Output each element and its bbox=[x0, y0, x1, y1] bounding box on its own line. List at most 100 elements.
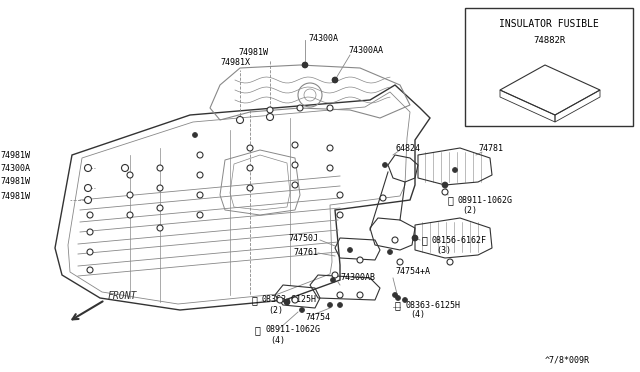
Text: 08911-1062G: 08911-1062G bbox=[458, 196, 513, 205]
Circle shape bbox=[266, 113, 273, 121]
Circle shape bbox=[396, 295, 401, 301]
Circle shape bbox=[328, 302, 333, 308]
Circle shape bbox=[87, 212, 93, 218]
Text: 74754+A: 74754+A bbox=[395, 267, 430, 276]
Circle shape bbox=[327, 145, 333, 151]
Circle shape bbox=[327, 105, 333, 111]
Circle shape bbox=[292, 142, 298, 148]
Text: 08911-1062G: 08911-1062G bbox=[265, 326, 320, 334]
Circle shape bbox=[357, 292, 363, 298]
Circle shape bbox=[380, 195, 386, 201]
Text: (2): (2) bbox=[268, 305, 283, 314]
Circle shape bbox=[357, 257, 363, 263]
Circle shape bbox=[84, 196, 92, 203]
Text: (4): (4) bbox=[270, 336, 285, 344]
Circle shape bbox=[86, 198, 90, 202]
Circle shape bbox=[403, 298, 408, 302]
Circle shape bbox=[302, 62, 308, 68]
Circle shape bbox=[337, 292, 343, 298]
Text: 74981X: 74981X bbox=[220, 58, 250, 67]
Circle shape bbox=[332, 77, 338, 83]
Text: 74750J: 74750J bbox=[288, 234, 318, 243]
Text: 08363-6125H: 08363-6125H bbox=[262, 295, 317, 305]
Text: Ⓢ: Ⓢ bbox=[395, 300, 401, 310]
Circle shape bbox=[387, 250, 392, 254]
Circle shape bbox=[87, 249, 93, 255]
Circle shape bbox=[348, 247, 353, 253]
Text: 08363-6125H: 08363-6125H bbox=[405, 301, 460, 310]
Text: 74981W: 74981W bbox=[238, 48, 268, 57]
Circle shape bbox=[413, 235, 417, 241]
Circle shape bbox=[277, 297, 283, 303]
Circle shape bbox=[292, 182, 298, 188]
Circle shape bbox=[303, 62, 307, 67]
Circle shape bbox=[442, 189, 448, 195]
Circle shape bbox=[285, 299, 289, 305]
Text: 74981W: 74981W bbox=[0, 192, 30, 201]
Text: 74300AB: 74300AB bbox=[340, 273, 375, 282]
Circle shape bbox=[442, 182, 448, 188]
Circle shape bbox=[297, 105, 303, 111]
Circle shape bbox=[87, 267, 93, 273]
Circle shape bbox=[383, 163, 387, 167]
Circle shape bbox=[122, 166, 127, 170]
Circle shape bbox=[397, 259, 403, 265]
Circle shape bbox=[127, 192, 133, 198]
Circle shape bbox=[292, 162, 298, 168]
Circle shape bbox=[392, 292, 397, 298]
Circle shape bbox=[84, 164, 92, 171]
Bar bbox=[465, 8, 633, 126]
Circle shape bbox=[300, 308, 305, 312]
Circle shape bbox=[247, 165, 253, 171]
Text: Ⓝ: Ⓝ bbox=[448, 195, 454, 205]
Text: Ⓝ: Ⓝ bbox=[255, 325, 261, 335]
Circle shape bbox=[247, 145, 253, 151]
Circle shape bbox=[197, 152, 203, 158]
Text: ^7/8*009R: ^7/8*009R bbox=[545, 356, 590, 365]
Circle shape bbox=[237, 116, 243, 124]
Text: 74981W: 74981W bbox=[0, 176, 30, 186]
Circle shape bbox=[193, 132, 198, 138]
Circle shape bbox=[267, 107, 273, 113]
Text: (2): (2) bbox=[462, 205, 477, 215]
Text: 08156-6162F: 08156-6162F bbox=[432, 235, 487, 244]
Circle shape bbox=[333, 77, 337, 83]
Circle shape bbox=[197, 212, 203, 218]
Text: Ⓢ: Ⓢ bbox=[422, 235, 428, 245]
Circle shape bbox=[157, 185, 163, 191]
Circle shape bbox=[157, 205, 163, 211]
Text: 74300A: 74300A bbox=[308, 33, 338, 42]
Circle shape bbox=[392, 237, 398, 243]
Circle shape bbox=[87, 229, 93, 235]
Circle shape bbox=[268, 115, 273, 119]
Text: (3): (3) bbox=[436, 246, 451, 254]
Circle shape bbox=[412, 235, 418, 241]
Circle shape bbox=[332, 272, 338, 278]
Text: 74781: 74781 bbox=[478, 144, 503, 153]
Circle shape bbox=[197, 192, 203, 198]
Circle shape bbox=[337, 302, 342, 308]
Text: 74300A: 74300A bbox=[0, 164, 30, 173]
Circle shape bbox=[237, 118, 243, 122]
Circle shape bbox=[127, 172, 133, 178]
Circle shape bbox=[337, 192, 343, 198]
Circle shape bbox=[86, 166, 90, 170]
Circle shape bbox=[197, 172, 203, 178]
Circle shape bbox=[337, 212, 343, 218]
Circle shape bbox=[122, 164, 129, 171]
Circle shape bbox=[447, 259, 453, 265]
Text: (4): (4) bbox=[410, 311, 425, 320]
Circle shape bbox=[84, 185, 92, 192]
Text: Ⓢ: Ⓢ bbox=[252, 295, 258, 305]
Circle shape bbox=[452, 167, 458, 173]
Text: FRONT: FRONT bbox=[108, 291, 138, 301]
Circle shape bbox=[284, 299, 290, 305]
Text: INSULATOR FUSIBLE: INSULATOR FUSIBLE bbox=[499, 19, 599, 29]
Circle shape bbox=[330, 278, 335, 282]
Text: 74761: 74761 bbox=[293, 247, 318, 257]
Circle shape bbox=[157, 225, 163, 231]
Text: 74300AA: 74300AA bbox=[348, 45, 383, 55]
Text: 64824: 64824 bbox=[395, 144, 420, 153]
Text: 74754: 74754 bbox=[305, 314, 330, 323]
Circle shape bbox=[292, 297, 298, 303]
